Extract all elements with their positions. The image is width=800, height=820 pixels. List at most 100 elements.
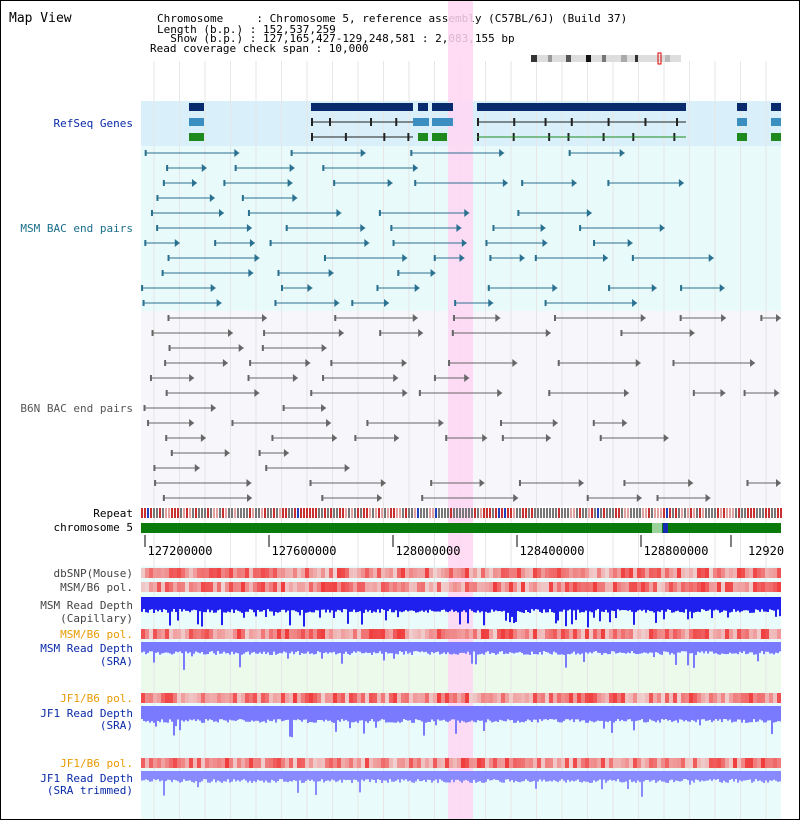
msm-b6-pol-cell	[281, 629, 285, 639]
jf1-trimmed-depth-bar	[427, 771, 429, 780]
dbsnp-cell	[329, 568, 333, 578]
jf1-sra-depth-bar	[613, 706, 615, 723]
repeat-element	[477, 508, 479, 518]
msm-sra-depth-bar	[691, 642, 693, 654]
b6n-bac-pair-end	[379, 330, 382, 336]
dbsnp-cell	[697, 568, 701, 578]
jf1-trimmed-depth-bar	[339, 771, 341, 780]
jf1-b6-pol-cell	[645, 758, 649, 768]
msm-capillary-depth-bar	[639, 597, 641, 610]
msm-b6-pol-cell	[177, 582, 181, 592]
msm-capillary-depth-bar	[287, 597, 289, 611]
jf1-sra-depth-bar	[673, 706, 675, 722]
jf1-sra-depth-bar	[163, 706, 165, 723]
msm-b6-pol-cell	[397, 582, 401, 592]
refseq-exon	[407, 133, 410, 141]
repeat-element	[399, 508, 401, 518]
jf1-b6-pol-cell	[501, 693, 505, 703]
repeat-element	[513, 508, 515, 518]
msm-sra-depth-bar	[425, 642, 427, 652]
msm-capillary-depth-bar	[645, 597, 647, 613]
jf1-b6-pol-cell	[473, 758, 477, 768]
msm-sra-depth-bar	[507, 642, 509, 654]
jf1-trimmed-depth-bar	[409, 771, 411, 781]
jf1-b6-pol-cell	[445, 758, 449, 768]
msm-b6-pol-cell	[585, 582, 589, 592]
msm-bac-pair-end	[579, 225, 582, 231]
b6n-bac-pair-end	[482, 434, 488, 442]
msm-b6-pol-cell	[765, 629, 769, 639]
msm-sra-depth-bar	[577, 642, 579, 654]
jf1-trimmed-depth-bar	[159, 771, 161, 782]
msm-b6-pol-cell	[617, 582, 621, 592]
msm-b6-pol-cell	[353, 582, 357, 592]
jf1-trimmed-depth-bar	[637, 771, 639, 781]
msm-capillary-depth-bar	[751, 597, 753, 613]
msm-capillary-depth-bar	[321, 597, 323, 610]
msm-sra-depth-bar	[489, 642, 491, 654]
msm-b6-pol-cell	[541, 629, 545, 639]
msm-capillary-depth-bar	[251, 597, 253, 610]
jf1-sra-depth-bar	[199, 706, 201, 721]
jf1-b6-pol-cell	[569, 758, 573, 768]
msm-bac-pair-end	[241, 195, 244, 201]
b6n-bac-pair-end	[557, 360, 560, 366]
track-label-msm-bac[interactable]: MSM BAC end pairs	[20, 222, 133, 235]
b6n-bac-pair-end	[189, 419, 195, 427]
msm-sra-depth-bar	[197, 642, 199, 653]
msm-sra-depth-bar	[145, 642, 147, 655]
jf1-b6-pol-cell	[141, 693, 145, 703]
b6n-bac-pair-end	[578, 479, 584, 487]
repeat-element	[735, 508, 737, 518]
msm-sra-depth-bar	[385, 642, 387, 652]
jf1-b6-pol-cell	[369, 693, 373, 703]
jf1-sra-depth-bar	[353, 706, 355, 723]
track-label-b6n-bac[interactable]: B6N BAC end pairs	[20, 402, 133, 415]
jf1-sra-depth-bar	[315, 706, 317, 723]
jf1-b6-pol-cell	[305, 758, 309, 768]
msm-b6-pol-cell	[265, 582, 269, 592]
msm-b6-pol-cell	[209, 582, 213, 592]
jf1-sra-depth-bar	[725, 706, 727, 720]
repeat-element	[489, 508, 491, 518]
msm-bac-pair-end	[430, 269, 436, 277]
jf1-trimmed-depth-bar	[333, 771, 335, 781]
msm-capillary-depth-bar	[291, 597, 293, 611]
msm-b6-pol-cell	[593, 629, 597, 639]
jf1-b6-pol-cell	[237, 693, 241, 703]
repeat-element	[693, 508, 695, 518]
jf1-b6-pol-cell	[405, 693, 409, 703]
jf1-sra-depth-bar	[253, 706, 255, 722]
msm-sra-depth-bar	[327, 642, 329, 654]
msm-b6-pol-cell	[413, 582, 417, 592]
repeat-element	[519, 508, 521, 518]
jf1-sra-depth-bar	[571, 706, 573, 720]
jf1-b6-pol-cell	[725, 758, 729, 768]
msm-capillary-depth-bar	[517, 597, 519, 612]
b6n-bac-pair-end	[261, 345, 264, 351]
msm-sra-depth-bar	[261, 642, 263, 654]
msm-capillary-depth-bar	[433, 597, 435, 612]
jf1-sra-depth-bar	[451, 706, 453, 720]
msm-b6-pol-cell	[589, 582, 593, 592]
msm-b6-pol-cell	[669, 582, 673, 592]
msm-sra-depth-bar	[675, 642, 677, 665]
jf1-sra-depth-bar	[727, 706, 729, 721]
repeat-element	[753, 508, 755, 518]
chromosome-gap	[652, 523, 662, 533]
msm-capillary-depth-bar	[703, 597, 705, 610]
b6n-bac-pair-end	[438, 419, 444, 427]
jf1-b6-pol-cell	[165, 758, 169, 768]
jf1-trimmed-depth-bar	[525, 771, 527, 780]
msm-capillary-depth-bar	[163, 597, 165, 610]
dbsnp-cell	[693, 568, 697, 578]
jf1-b6-pol-cell	[457, 693, 461, 703]
jf1-sra-depth-bar	[155, 706, 157, 727]
msm-b6-pol-cell	[417, 629, 421, 639]
jf1-sra-depth-bar	[701, 706, 703, 720]
b6n-bac-pair-end	[620, 330, 623, 336]
jf1-trimmed-depth-bar	[387, 771, 389, 783]
track-label-refseq[interactable]: RefSeq Genes	[53, 117, 133, 130]
msm-capillary-depth-bar	[727, 597, 729, 618]
